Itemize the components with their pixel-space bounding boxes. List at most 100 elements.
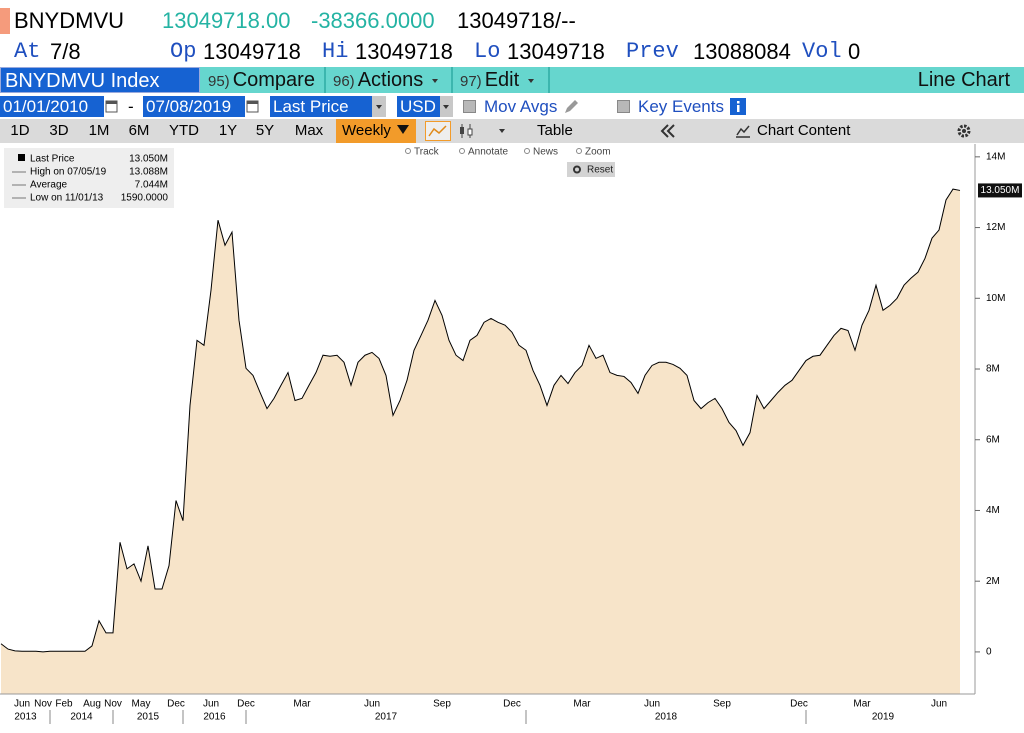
menu-code: 97) [460, 73, 482, 90]
price-change: -38366.0000 [311, 8, 435, 33]
period-bar [0, 119, 1024, 143]
plot [0, 188, 961, 695]
pencil-icon[interactable] [562, 98, 580, 116]
line [0, 188, 961, 653]
dropdown-arrow[interactable] [440, 96, 453, 117]
quote-value: 13049718 [355, 39, 453, 64]
reset-button[interactable] [567, 162, 615, 177]
menu-label: Actions [357, 69, 424, 91]
key-events[interactable]: Key Events [638, 97, 724, 116]
chart-tools: Track Annotate News Zoom [405, 147, 611, 158]
y-tick-label: 14M [986, 151, 1005, 162]
period-button[interactable]: 1Y [218, 122, 238, 139]
dropdown-arrow[interactable] [372, 96, 386, 117]
candle-icon[interactable] [456, 121, 476, 141]
line-chart-icon[interactable] [425, 121, 451, 141]
chart-content-icon[interactable] [735, 123, 751, 139]
field-select[interactable]: Last Price [270, 96, 372, 117]
checkbox[interactable] [617, 100, 630, 113]
date-separator: - [128, 97, 134, 116]
calendar-icon[interactable] [105, 98, 119, 114]
legend-value: 1590.0000 [121, 193, 169, 204]
dropdown-arrow[interactable] [496, 126, 508, 136]
period-button[interactable]: 6M [128, 122, 150, 139]
reset-label[interactable]: Reset [587, 165, 613, 176]
chart-content[interactable]: Chart Content [757, 122, 851, 139]
start-date[interactable]: 01/01/2010 [0, 96, 104, 117]
tool-label[interactable]: Track [414, 147, 440, 158]
quote-value: 0 [848, 39, 861, 64]
period-button[interactable]: 1M [88, 122, 110, 139]
bid: 13049718 [457, 8, 554, 33]
year-label: 2016 [203, 712, 226, 723]
menu-code: 96) [333, 73, 355, 90]
x-tick-label: Dec [237, 699, 255, 710]
x-tick-label: Mar [293, 699, 311, 710]
quote-label: At [14, 39, 41, 64]
chart-type: Line Chart [917, 69, 1010, 91]
legend-box [4, 148, 174, 208]
menu-label: Edit [484, 69, 520, 91]
x-tick-label: Nov [104, 699, 122, 710]
currency-select[interactable]: USD [397, 96, 440, 117]
ticker: BNYDMVU [14, 8, 125, 33]
x-tick-label: Dec [167, 699, 185, 710]
period-button[interactable]: Max [294, 122, 324, 139]
period-button[interactable]: YTD [169, 122, 199, 139]
tool-label[interactable]: Zoom [585, 147, 611, 158]
quote-label: Prev [626, 39, 679, 64]
menu-button[interactable]: 95) Compare [202, 67, 326, 93]
menu-code: 95) [208, 73, 230, 90]
period-button[interactable]: 5Y [255, 122, 275, 139]
mov-avgs[interactable]: Mov Avgs [484, 97, 558, 116]
dropdown-arrow [528, 79, 535, 83]
last-value-label: 13.050M [981, 185, 1020, 196]
x-tick-label: Jun [203, 699, 219, 710]
collapse-icon[interactable] [659, 123, 677, 139]
tool-icon [524, 148, 530, 154]
x-tick-label: Nov [34, 699, 52, 710]
tool-label[interactable]: News [533, 147, 558, 158]
year-label: 2019 [872, 712, 895, 723]
menu-button[interactable]: 96) Actions [327, 67, 453, 93]
status-marker [0, 8, 10, 34]
x-tick-label: Jun [644, 699, 660, 710]
x-tick-label: May [132, 699, 151, 710]
legend-label: Average [30, 180, 68, 191]
tool-icon [405, 148, 411, 154]
legend-value: 7.044M [135, 180, 168, 191]
tool-icon [459, 148, 465, 154]
legend-value: 13.050M [129, 154, 168, 165]
reset-icon [573, 165, 581, 174]
settings-icon[interactable] [956, 123, 972, 139]
quote-value: 13088084 [693, 39, 791, 64]
tool-label[interactable]: Annotate [468, 147, 508, 158]
y-tick-label: 8M [986, 364, 1000, 375]
year-label: 2018 [655, 712, 678, 723]
legend-value: 13.088M [129, 167, 168, 178]
end-date[interactable]: 07/08/2019 [143, 96, 245, 117]
quote-label: Vol [802, 39, 842, 64]
y-tick-label: 2M [986, 576, 1000, 587]
x-tick-label: Aug [83, 699, 101, 710]
period-button[interactable]: 3D [49, 122, 69, 139]
frequency: Weekly [342, 122, 391, 139]
checkbox[interactable] [463, 100, 476, 113]
quote-value: 13049718 [507, 39, 605, 64]
legend-label: High on 07/05/19 [30, 167, 107, 178]
tool-icon [576, 148, 582, 154]
menu-button[interactable]: 97) Edit [454, 67, 550, 93]
x-tick-label: Jun [364, 699, 380, 710]
info-icon[interactable] [730, 98, 746, 115]
security[interactable]: BNYDMVU Index [0, 67, 200, 93]
x-tick-label: Sep [713, 699, 731, 710]
x-tick-label: Mar [853, 699, 871, 710]
quote-value: 13049718 [203, 39, 301, 64]
calendar-icon[interactable] [246, 98, 260, 114]
quote-value: 7/8 [50, 39, 81, 64]
legend-label: Low on 11/01/13 [30, 193, 104, 204]
frequency-select[interactable]: Weekly [336, 119, 416, 143]
period-button[interactable]: 1D [10, 122, 30, 139]
table-button[interactable]: Table [537, 122, 573, 139]
